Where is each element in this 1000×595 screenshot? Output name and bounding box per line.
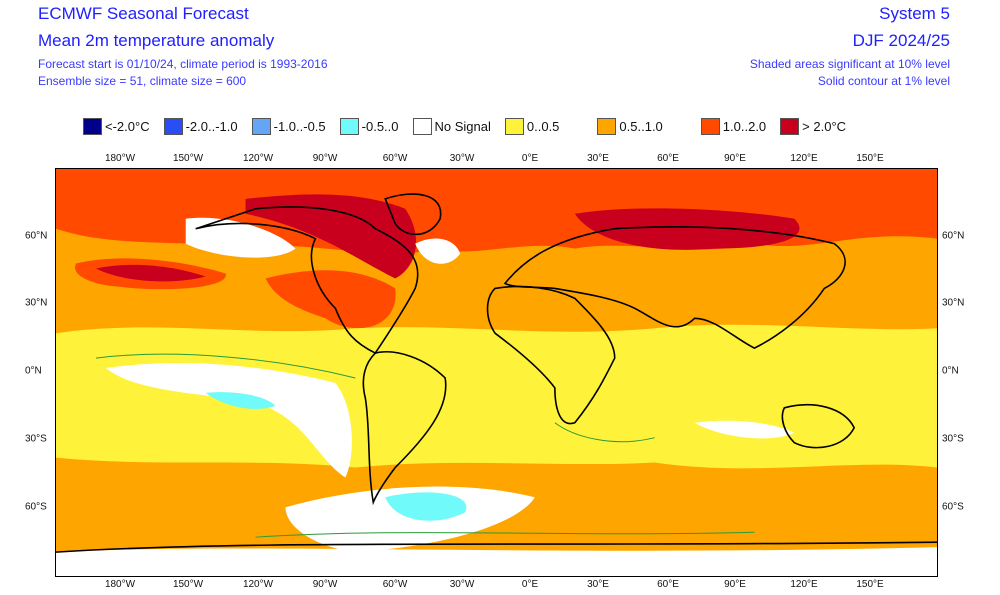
region-tropics-0-0.5 [56,324,937,469]
coast-antarctica [56,541,937,553]
lat-tick-label: 30°N [25,297,48,309]
lat-tick-label: 30°S [25,433,47,445]
significance-note: Shaded areas significant at 10% level [749,57,950,71]
legend-swatch [700,118,720,135]
legend-item: > 2.0°C [780,118,846,135]
legend-swatch [163,118,183,135]
season-label: DJF 2024/25 [852,31,950,50]
title: ECMWF Seasonal Forecast [38,4,249,23]
significance-contours [95,353,755,538]
legend-label: -0.5..0 [361,119,399,134]
legend-label: -2.0..-1.0 [185,119,238,134]
region-atlantic-nosignal [415,238,461,264]
lon-tick-label: 30°E [587,579,609,590]
legend-label: -1.0..-0.5 [273,119,326,134]
lat-tick-label: 60°N [25,230,48,242]
region-antarctica-nosignal [56,547,937,576]
lon-tick-label: 0°E [521,579,539,590]
lat-tick-label: 60°S [25,501,47,513]
lon-tick-label: 120°E [790,153,818,164]
legend-label: 1.0..2.0 [722,119,767,134]
region-pacific-cool [205,392,276,409]
coast-australia [781,404,856,449]
coastlines [56,193,937,553]
legend-item: -2.0..-1.0 [163,118,238,135]
lon-tick-label: 120°W [242,579,274,590]
legend-swatch [504,118,524,135]
lon-tick-label: 150°W [172,153,204,164]
coast-south-america [362,351,447,506]
lon-tick-label: 30°W [449,579,475,590]
legend-item: -1.0..-0.5 [251,118,326,135]
legend-label: <-2.0°C [105,119,150,134]
lon-tick-label: 0°E [521,153,539,164]
region-namerica-1-2 [265,270,396,329]
lon-tick-label: 90°E [724,153,746,164]
lon-tick-label: 60°E [657,153,679,164]
lon-tick-label: 30°E [587,153,609,164]
lon-tick-label: 30°W [449,153,475,164]
coast-africa [486,285,616,425]
lat-tick-label: 30°S [942,433,964,445]
lat-tick-label: 60°N [942,230,965,242]
ensemble-info: Ensemble size = 51, climate size = 600 [38,74,247,88]
legend-swatch [83,118,102,135]
legend-label: > 2.0°C [802,119,847,134]
lat-tick-label: 30°N [942,297,965,309]
legend-swatch [780,118,800,135]
legend-label: 0..0.5 [526,119,560,134]
lon-tick-label: 60°E [657,579,679,590]
region-southern-ocean-cool [385,492,467,521]
lon-tick-label: 90°W [312,579,338,590]
legend-item: 0.5..1.0 [597,118,663,135]
legend-item: -0.5..0 [339,118,399,135]
legend-label: 0.5..1.0 [619,119,663,134]
lon-tick-label: 180°W [104,153,136,164]
contour-note: Solid contour at 1% level [817,74,950,88]
region-npacific-2 [95,264,206,282]
legend-item: 0..0.5 [504,118,560,135]
lon-tick-label: 60°W [382,579,408,590]
region-alaska-nosignal [185,217,296,258]
subtitle: Mean 2m temperature anomaly [38,31,275,50]
region-antarctic-nosignal [285,486,535,553]
legend-item: <-2.0°C [83,118,150,135]
lat-tick-label: 0°N [942,365,959,377]
region-siberia-2 [574,208,800,250]
lat-tick-label: 60°S [942,501,964,513]
lat-tick-label: 0°N [25,365,42,377]
lon-tick-label: 180°W [104,579,136,590]
lon-tick-label: 120°E [790,579,818,590]
legend-swatch [251,118,271,135]
region-canada-2 [245,194,417,279]
lon-tick-label: 60°W [382,153,408,164]
temperature-anomaly-map [55,168,938,577]
system-label: System 5 [879,4,950,23]
lon-tick-label: 120°W [242,153,274,164]
legend-item: No Signal [412,118,491,135]
legend-swatch [339,118,359,135]
coast-eurasia [503,226,846,350]
legend: <-2.0°C -2.0..-1.0 -1.0..-0.5 -0.5..0 No Sig… [83,118,860,135]
lon-tick-label: 150°E [856,153,884,164]
region-tropical-pacific-nosignal [105,363,352,478]
forecast-info: Forecast start is 01/10/24, climate peri… [38,57,328,71]
lon-tick-label: 150°E [856,579,884,590]
lon-tick-label: 90°W [312,153,338,164]
legend-item: 1.0..2.0 [700,118,767,135]
legend-label: No Signal [434,119,491,134]
legend-swatch [597,118,617,135]
region-indian-ocean-nosignal [694,420,795,439]
legend-swatch [412,118,432,135]
lon-tick-label: 150°W [172,579,204,590]
coast-greenland [384,193,442,236]
lon-tick-label: 90°E [724,579,746,590]
